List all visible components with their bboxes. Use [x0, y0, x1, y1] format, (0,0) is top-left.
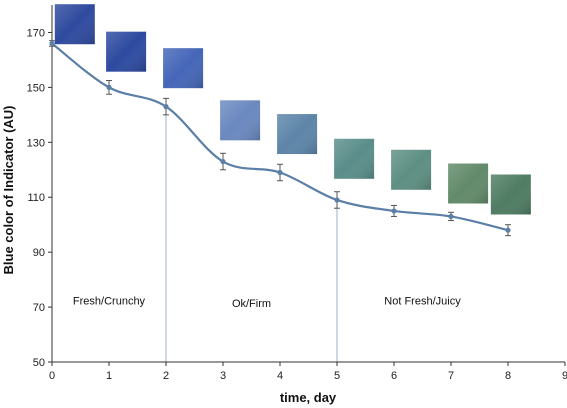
y-tick-label: 130 — [27, 137, 45, 149]
x-tick-label: 6 — [391, 370, 397, 382]
data-point — [277, 169, 283, 176]
y-tick-label: 90 — [33, 247, 45, 259]
region-label: Ok/Firm — [232, 298, 271, 310]
data-point — [163, 104, 169, 110]
x-axis-title: time, day — [280, 390, 337, 405]
region-label: Fresh/Crunchy — [73, 295, 146, 307]
color-swatch-sheen — [163, 48, 204, 89]
y-tick-label: 70 — [33, 302, 45, 314]
color-swatch-sheen — [391, 149, 432, 190]
color-swatch-sheen — [106, 31, 147, 72]
data-point — [220, 158, 226, 165]
x-tick-label: 1 — [106, 370, 112, 382]
region-labels: Fresh/Crunchy Ok/Firm Not Fresh/Juicy — [73, 295, 461, 310]
y-axis-title: Blue color of Indicator (AU) — [1, 106, 16, 275]
y-tick-label: 150 — [27, 82, 45, 94]
x-tick-label: 4 — [277, 370, 283, 382]
y-tick-label: 50 — [33, 357, 45, 369]
x-tick-label: 2 — [163, 370, 169, 382]
color-swatch-sheen — [334, 138, 375, 179]
axes: 0 1 2 3 4 5 6 7 8 9 50 70 90 110 130 150 170 — [27, 5, 567, 382]
indicator-swatches — [54, 4, 531, 215]
data-point — [505, 227, 511, 233]
region-label: Not Fresh/Juicy — [384, 295, 461, 307]
color-swatch-sheen — [54, 4, 95, 45]
color-swatch-sheen — [277, 114, 318, 155]
x-tick-label: 5 — [334, 370, 340, 382]
data-point — [334, 197, 340, 203]
y-tick-label: 170 — [27, 27, 45, 39]
x-tick-label: 7 — [448, 370, 454, 382]
x-tick-label: 8 — [505, 370, 511, 382]
data-point — [49, 40, 55, 47]
color-swatch-sheen — [490, 174, 531, 215]
data-point — [106, 84, 112, 90]
x-tick-label: 0 — [49, 370, 55, 382]
reference-lines — [165, 106, 338, 362]
data-point — [448, 213, 454, 220]
color-swatch-sheen — [220, 100, 261, 141]
x-tick-label: 3 — [220, 370, 226, 382]
data-point — [391, 208, 397, 214]
y-tick-label: 110 — [27, 192, 45, 204]
color-swatch-sheen — [448, 163, 489, 204]
x-tick-label: 9 — [562, 370, 567, 382]
data-series — [49, 40, 511, 237]
